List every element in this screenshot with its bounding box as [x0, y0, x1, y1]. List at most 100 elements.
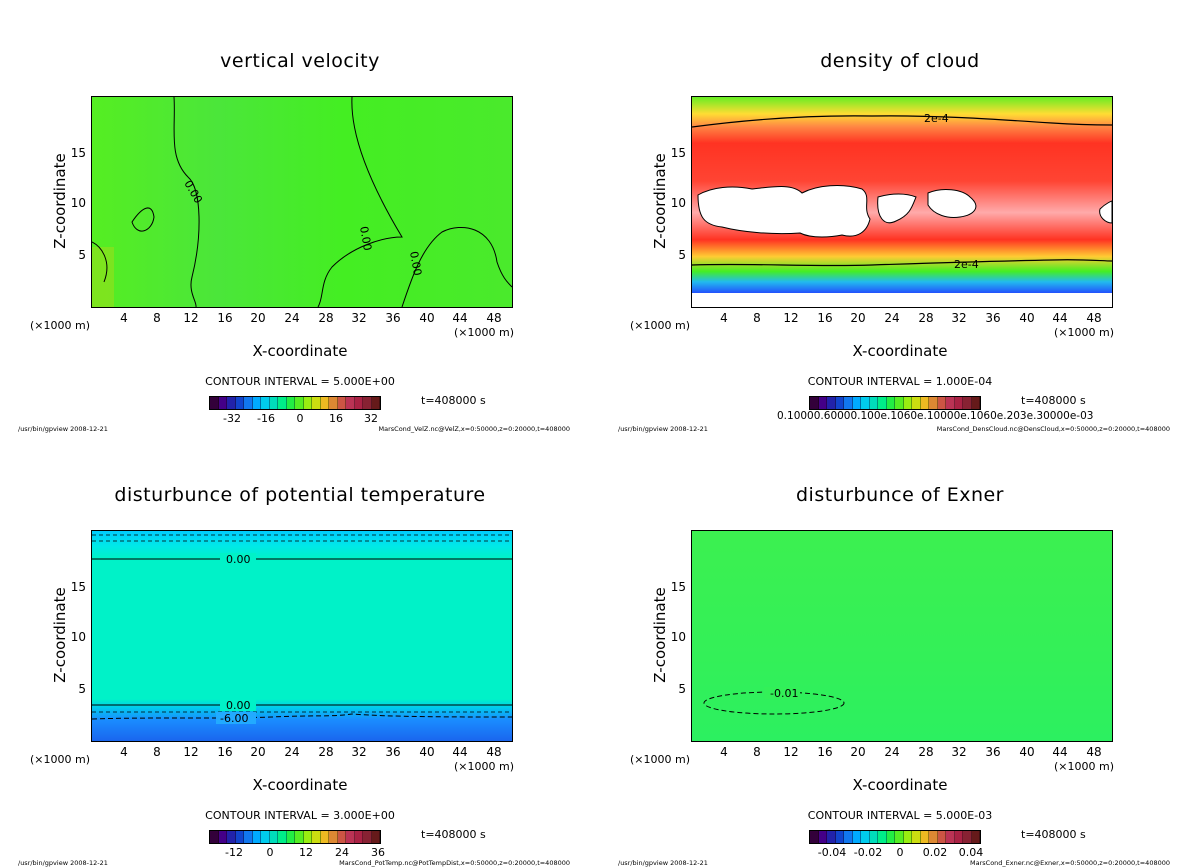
plot-area: 2e-4 2e-4 [691, 96, 1113, 308]
colorbar-segment [971, 397, 980, 409]
colorbar-tick: -32 [223, 412, 241, 425]
x-tick-label: 48 [1086, 311, 1102, 325]
footer-left: /usr/bin/gpview 2008-12-21 [618, 859, 708, 867]
x-tick-label: 8 [753, 745, 761, 759]
colorbar-segment [937, 831, 946, 843]
colorbar-segment [920, 397, 929, 409]
x-tick-label: 44 [1052, 745, 1068, 759]
y-tick-label: 5 [678, 682, 686, 696]
colorbar-segment [861, 831, 870, 843]
colorbar-segment [354, 397, 363, 409]
colorbar-tick: 24 [335, 846, 349, 859]
cloud-density-field: 2e-4 2e-4 [692, 97, 1112, 307]
colorbar-segment [371, 397, 380, 409]
colorbar-segment [227, 831, 236, 843]
x-tick-label: 28 [318, 745, 334, 759]
colorbar-segment [827, 397, 836, 409]
colorbar-segment [371, 831, 380, 843]
x-tick-label: 8 [153, 311, 161, 325]
colorbar-segment [329, 397, 338, 409]
y-tick-label: 5 [78, 682, 86, 696]
contour-interval: CONTOUR INTERVAL = 5.000E-03 [807, 809, 993, 822]
colorbar [809, 396, 981, 410]
x-tick-label: 20 [250, 745, 266, 759]
x-tick-label: 24 [284, 745, 300, 759]
colorbar-tick: 16 [329, 412, 343, 425]
colorbar-segment [903, 831, 912, 843]
contour-interval: CONTOUR INTERVAL = 5.000E+00 [205, 375, 395, 388]
x-tick-label: 48 [1086, 745, 1102, 759]
colorbar-segment [954, 397, 963, 409]
x-tick-label: 4 [120, 745, 128, 759]
plot-area: 0.00 0.00 -6.00 [91, 530, 513, 742]
x-axis-label: X-coordinate [852, 776, 948, 794]
colorbar-tick: 0 [266, 846, 274, 859]
colorbar-segment [818, 831, 827, 843]
y-tick-label: 5 [78, 248, 86, 262]
colorbar-segment [835, 397, 844, 409]
x-tick-label: 4 [720, 311, 728, 325]
colorbar-segment [827, 831, 836, 843]
colorbar [809, 830, 981, 844]
colorbar-segment [835, 831, 844, 843]
panel-potential-temperature: disturbunce of potential temperature Z-c… [0, 434, 600, 868]
contour-label: 0.00 [407, 250, 424, 276]
colorbar-segment [354, 831, 363, 843]
footer-right: MarsCond_Exner.nc@Exner,x=0:50000,z=0:20… [970, 859, 1170, 867]
colorbar-segment [878, 831, 887, 843]
colorbar-segment [869, 397, 878, 409]
chart-title: disturbunce of potential temperature [114, 484, 486, 506]
colorbar-segment [844, 397, 853, 409]
exner-field: -0.01 [692, 531, 1112, 741]
x-tick-label: 40 [419, 311, 435, 325]
colorbar-segment [278, 397, 287, 409]
colorbar-segment [878, 397, 887, 409]
contour-label: -0.01 [770, 687, 798, 700]
colorbar-segment [963, 831, 972, 843]
plot-area: -0.01 [691, 530, 1113, 742]
colorbar-segment [261, 831, 270, 843]
footer-right: MarsCond_PotTemp.nc@PotTempDist,x=0:5000… [339, 859, 570, 867]
colorbar-segment [303, 831, 312, 843]
colorbar-segment [971, 831, 980, 843]
colorbar-segment [346, 397, 355, 409]
colorbar-segment [844, 831, 853, 843]
x-tick-label: 32 [351, 745, 367, 759]
colorbar-tick: -0.02 [853, 846, 883, 859]
colorbar-segment [346, 831, 355, 843]
colorbar-segment [861, 397, 870, 409]
x-tick-label: 12 [783, 311, 799, 325]
colorbar-segment [210, 397, 219, 409]
colorbar-segment [295, 831, 304, 843]
colorbar-segment [244, 831, 253, 843]
x-tick-label: 20 [850, 745, 866, 759]
x-tick-label: 16 [217, 745, 233, 759]
potential-temperature-field: 0.00 0.00 -6.00 [92, 531, 512, 741]
x-tick-label: 28 [918, 745, 934, 759]
colorbar-segment [852, 397, 861, 409]
colorbar-segment [329, 831, 338, 843]
x-tick-label: 36 [985, 745, 1001, 759]
colorbar-segment [937, 397, 946, 409]
colorbar-segment [886, 397, 895, 409]
x-unit-label: (×1000 m) [454, 760, 515, 773]
colorbar-tick-labels: 0.10000.60000.100e.1060e.10000e.1060e.20… [777, 410, 1094, 422]
colorbar-segment [252, 831, 261, 843]
x-tick-label: 12 [183, 745, 199, 759]
colorbar-segment [227, 397, 236, 409]
colorbar [209, 396, 381, 410]
colorbar-segment [954, 831, 963, 843]
x-tick-label: 36 [385, 311, 401, 325]
x-tick-label: 24 [284, 311, 300, 325]
colorbar-segment [235, 397, 244, 409]
colorbar-segment [895, 831, 904, 843]
colorbar-segment [810, 831, 819, 843]
colorbar-segment [929, 397, 938, 409]
colorbar-segment [363, 397, 372, 409]
colorbar-segment [963, 397, 972, 409]
panel-vertical-velocity: vertical velocity Z-coordinate 0.00 0.00… [0, 0, 600, 434]
x-tick-label: 44 [452, 311, 468, 325]
colorbar-segment [269, 831, 278, 843]
y-tick-label: 10 [70, 196, 86, 210]
panel-exner: disturbunce of Exner Z-coordinate -0.01 … [600, 434, 1200, 868]
